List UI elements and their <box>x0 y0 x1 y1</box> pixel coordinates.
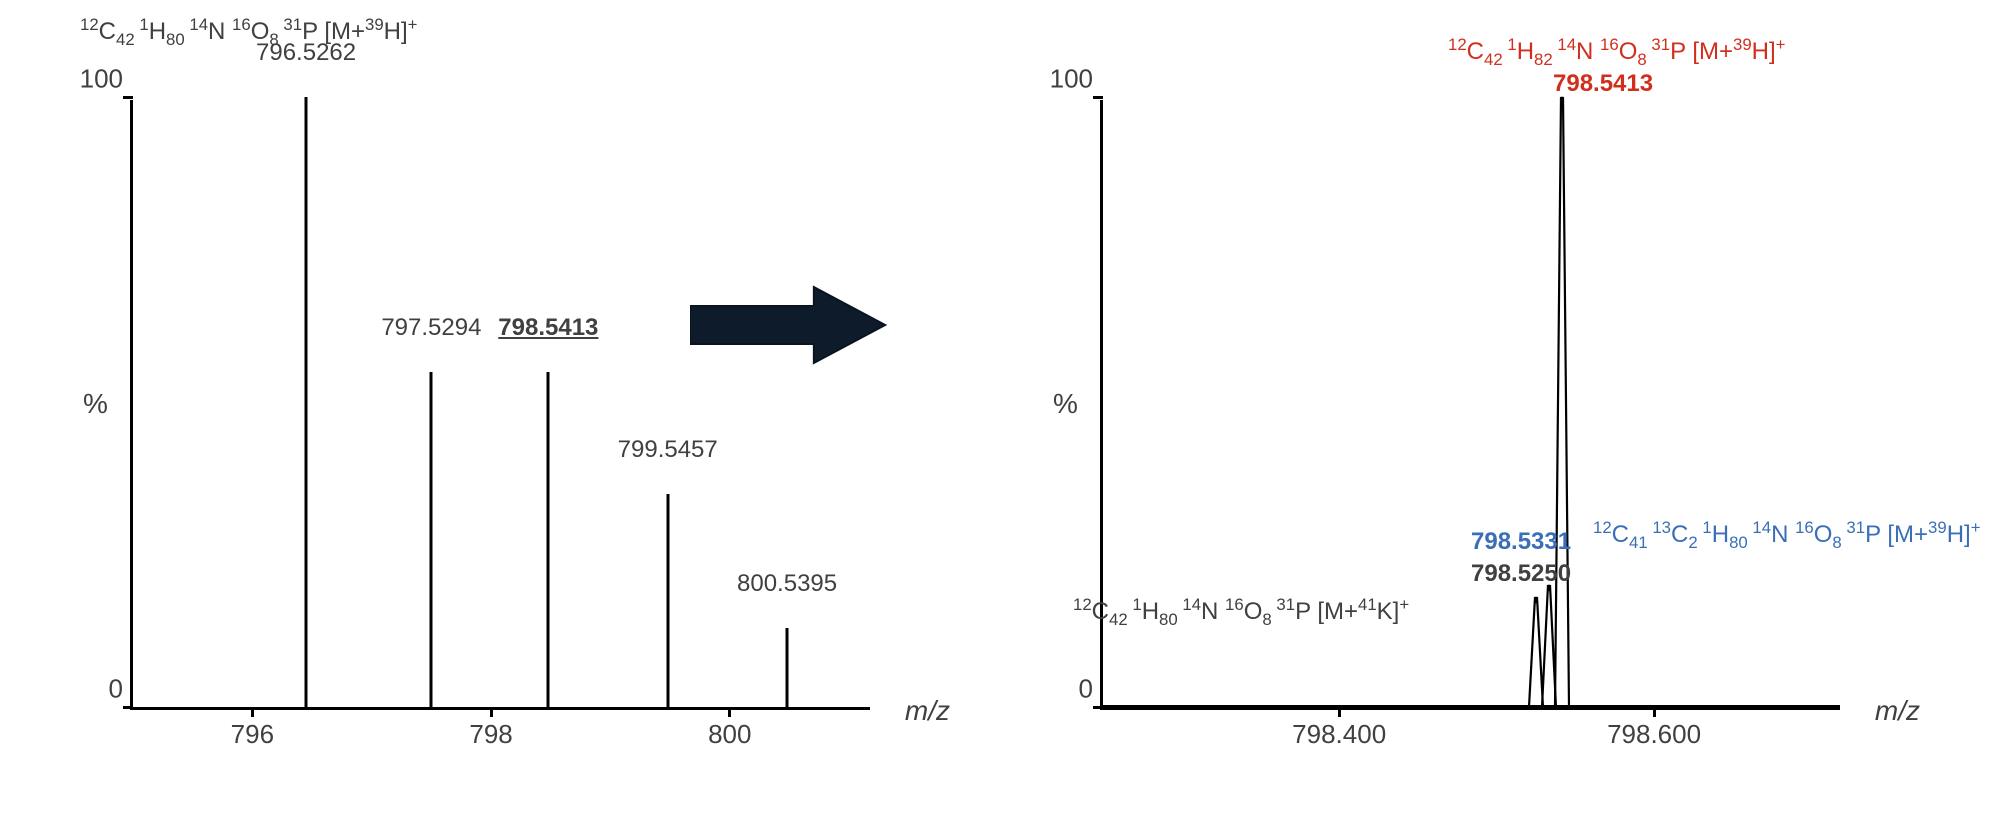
peak-label: 799.5457 <box>618 436 718 464</box>
peak-annotation: 798.5250 <box>1471 560 1571 588</box>
formula-annotation: 12C42 1H80 14N 16O8 31P [M+41K]+ <box>1073 595 1409 630</box>
y-tick-label: 0 <box>1079 674 1103 705</box>
y-tick-label: 100 <box>1050 64 1103 95</box>
peak <box>666 494 669 708</box>
y-tick <box>123 706 133 709</box>
y-tick <box>1093 706 1103 709</box>
left-chart-plot: 0100%796798800m/z796.5262797.5294798.541… <box>130 100 870 710</box>
x-tick-label: 796 <box>231 707 274 750</box>
x-tick-label: 798.600 <box>1607 707 1701 750</box>
peak <box>547 372 550 708</box>
y-axis-label: % <box>83 388 108 420</box>
peak-annotation: 798.5413 <box>1553 70 1653 98</box>
peak <box>1553 97 1571 707</box>
left-title-formula: 12C42 1H80 14N 16O8 31P [M+39H]+ <box>80 15 417 50</box>
x-axis-label: m/z <box>905 695 950 727</box>
baseline <box>1103 705 1840 707</box>
peak <box>786 628 789 707</box>
peak <box>430 372 433 708</box>
peak <box>305 97 308 707</box>
left-chart: 0100%796798800m/z796.5262797.5294798.541… <box>130 100 870 710</box>
right-chart: 0100%798.400798.600m/z798.5413798.533179… <box>1100 100 1840 710</box>
x-tick-label: 800 <box>708 707 751 750</box>
arrow-icon <box>690 280 890 370</box>
peak-label: 798.5413 <box>498 314 598 342</box>
y-axis-label: % <box>1053 388 1078 420</box>
y-tick-label: 100 <box>80 64 133 95</box>
y-tick-label: 0 <box>109 674 133 705</box>
x-tick-label: 798 <box>469 707 512 750</box>
peak-annotation: 798.5331 <box>1471 528 1571 556</box>
right-chart-plot: 0100%798.400798.600m/z798.5413798.533179… <box>1100 100 1840 710</box>
y-tick <box>1093 96 1103 99</box>
x-axis-label: m/z <box>1875 695 1920 727</box>
peak-label: 800.5395 <box>737 570 837 598</box>
y-tick <box>123 96 133 99</box>
x-tick-label: 798.400 <box>1292 707 1386 750</box>
formula-annotation: 12C41 13C2 1H80 14N 16O8 31P [M+39H]+ <box>1593 518 1981 553</box>
peak-label: 797.5294 <box>381 314 481 342</box>
formula-annotation: 12C42 1H82 14N 16O8 31P [M+39H]+ <box>1448 35 1785 70</box>
